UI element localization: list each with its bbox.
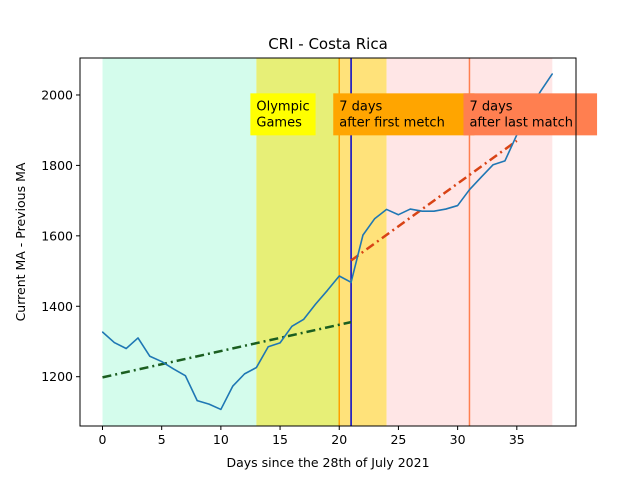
data-point <box>551 73 553 75</box>
trend-line-0 <box>102 320 352 379</box>
annotation-box <box>333 93 475 136</box>
annotation-box <box>463 93 598 136</box>
data-point <box>291 325 293 327</box>
data-point <box>279 342 281 344</box>
data-point <box>314 303 317 305</box>
x-axis-label: Days since the 28th of July 2021 <box>226 455 429 470</box>
data-point <box>468 189 471 191</box>
x-tick-label: 5 <box>158 432 166 447</box>
data-point <box>350 281 352 283</box>
annotation-text: 7 days <box>469 99 512 114</box>
annotation-text: Games <box>256 115 302 130</box>
data-point <box>433 210 435 212</box>
y-tick-label: 1200 <box>41 369 73 384</box>
data-point <box>504 160 506 162</box>
x-tick-label: 10 <box>213 432 229 447</box>
y-tick-label: 2000 <box>41 87 73 102</box>
y-tick-label: 1800 <box>41 158 73 173</box>
data-point <box>374 217 376 220</box>
x-tick-label: 35 <box>509 432 525 447</box>
data-point <box>457 204 459 207</box>
data-point <box>220 408 222 411</box>
chart-title: CRI - Costa Rica <box>268 35 388 53</box>
data-point <box>480 176 482 178</box>
data-point <box>385 208 388 211</box>
data-point <box>172 368 175 370</box>
data-point <box>208 403 210 405</box>
annotation-text: after last match <box>469 115 573 130</box>
data-point <box>101 331 104 333</box>
data-point <box>161 360 163 363</box>
annotation-text: Olympic <box>256 99 309 114</box>
annotation-text: 7 days <box>339 99 382 114</box>
data-point <box>113 341 115 344</box>
x-tick-label: 30 <box>450 432 466 447</box>
data-point <box>255 366 257 369</box>
data-point <box>196 400 198 402</box>
annotation-text: after first metch <box>339 115 445 130</box>
data-point <box>267 346 269 348</box>
data-point <box>492 164 494 166</box>
data-point <box>137 337 139 339</box>
data-point <box>184 375 186 377</box>
x-tick-label: 20 <box>331 432 347 447</box>
data-point <box>303 318 305 320</box>
data-point <box>338 275 340 277</box>
data-point <box>421 210 423 212</box>
y-tick-label: 1400 <box>41 299 73 314</box>
series-lines <box>101 73 553 411</box>
y-axis-label: Current MA - Previous MA <box>13 162 28 321</box>
y-axis-ticks: 1200 1400 1600 1800 2000 <box>41 87 80 384</box>
data-point <box>326 289 329 292</box>
y-tick-label: 1600 <box>41 228 73 243</box>
data-point <box>362 234 364 236</box>
annotation-box <box>250 93 316 136</box>
x-tick-label: 0 <box>99 432 107 447</box>
data-point <box>243 373 246 375</box>
data-point <box>125 347 127 350</box>
plot-frame <box>79 57 577 427</box>
data-point <box>232 385 234 387</box>
trend-line-1 <box>350 139 518 262</box>
data-point <box>149 355 151 357</box>
x-axis-ticks: 0 5 10 15 20 25 30 35 <box>99 426 525 447</box>
data-point <box>445 208 447 210</box>
data-point <box>409 208 411 210</box>
shaded-band-0 <box>102 58 257 426</box>
x-tick-label: 25 <box>390 432 406 447</box>
trend-lines <box>102 139 518 379</box>
x-tick-label: 15 <box>272 432 288 447</box>
data-point <box>539 90 542 93</box>
data-point <box>397 214 400 216</box>
